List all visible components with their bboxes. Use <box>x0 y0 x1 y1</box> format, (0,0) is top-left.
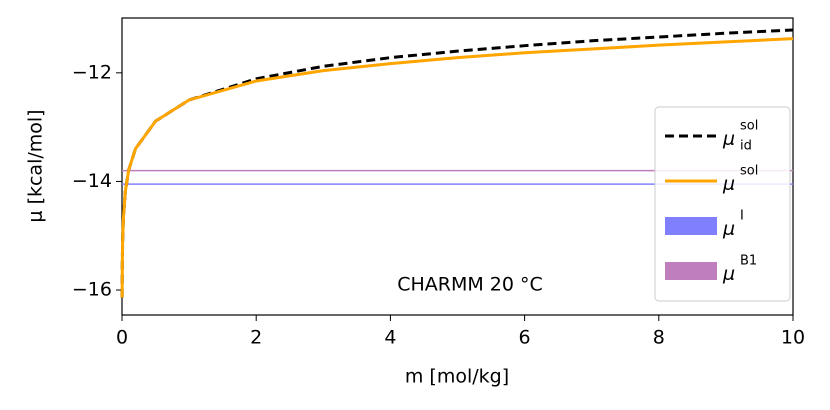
x-tick-label: 0 <box>116 327 128 349</box>
legend-label: μ <box>722 218 735 240</box>
legend-label: μ <box>722 173 735 195</box>
legend-swatch <box>665 262 717 280</box>
y-tick-label: −12 <box>72 61 112 83</box>
legend-label: μ <box>722 263 735 285</box>
x-axis-label: m [mol/kg] <box>405 366 509 388</box>
legend-label-sup: I <box>740 209 744 224</box>
legend-label: μ <box>722 128 735 150</box>
y-tick-label: −16 <box>72 279 112 301</box>
plot-frame <box>121 17 794 316</box>
legend-label-sub: id <box>740 139 752 154</box>
y-tick-label: −14 <box>72 170 112 192</box>
line-series <box>120 37 794 298</box>
legend-box <box>654 106 791 302</box>
legend-label-sup: B1 <box>740 254 757 269</box>
legend-label-sup: sol <box>740 119 758 134</box>
x-tick-label: 8 <box>653 327 665 349</box>
annotation: CHARMM 20 °C <box>397 274 543 296</box>
x-tick-label: 2 <box>250 327 262 349</box>
x-tick-label: 4 <box>384 327 396 349</box>
legend-swatch <box>665 217 717 235</box>
legend-label-sup: sol <box>740 164 758 179</box>
y-axis-label: μ [kcal/mol] <box>25 109 47 222</box>
x-tick-label: 6 <box>519 327 531 349</box>
x-tick-label: 10 <box>781 327 805 349</box>
